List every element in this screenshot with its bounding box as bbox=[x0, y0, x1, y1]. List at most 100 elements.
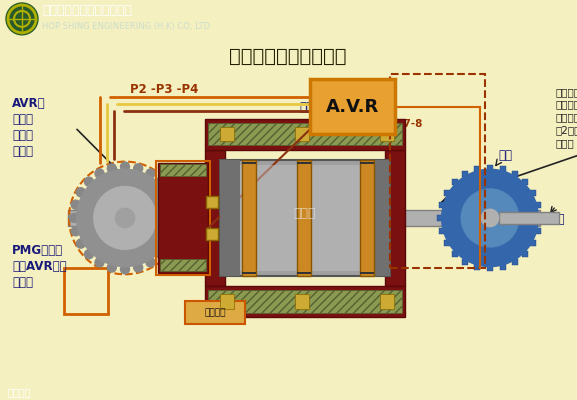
FancyBboxPatch shape bbox=[530, 190, 536, 196]
Circle shape bbox=[95, 169, 104, 178]
Circle shape bbox=[146, 258, 155, 267]
FancyBboxPatch shape bbox=[500, 264, 506, 270]
FancyBboxPatch shape bbox=[500, 166, 506, 172]
Circle shape bbox=[164, 188, 174, 197]
Circle shape bbox=[146, 169, 155, 178]
Circle shape bbox=[170, 227, 179, 236]
FancyBboxPatch shape bbox=[474, 264, 480, 270]
Circle shape bbox=[481, 209, 499, 227]
Text: 合成工程（香港）有限公司: 合成工程（香港）有限公司 bbox=[42, 4, 132, 18]
FancyBboxPatch shape bbox=[530, 240, 536, 246]
Circle shape bbox=[156, 177, 166, 186]
FancyBboxPatch shape bbox=[535, 202, 541, 208]
Bar bbox=[185, 302, 245, 324]
Circle shape bbox=[71, 200, 80, 209]
FancyBboxPatch shape bbox=[512, 171, 518, 177]
Text: 发电机基本结构和电路: 发电机基本结构和电路 bbox=[229, 48, 347, 66]
Bar bbox=[360, 162, 374, 164]
Bar bbox=[499, 212, 559, 224]
Circle shape bbox=[164, 239, 174, 248]
FancyBboxPatch shape bbox=[462, 171, 468, 177]
Circle shape bbox=[121, 162, 129, 171]
Bar bbox=[242, 272, 256, 274]
Bar bbox=[297, 272, 311, 274]
Bar bbox=[297, 162, 311, 164]
Bar bbox=[370, 160, 390, 276]
Bar bbox=[68, 210, 540, 226]
Text: 从主定子来
的交流电源
和传感信号
（2相或3相
感应）: 从主定子来 的交流电源 和传感信号 （2相或3相 感应） bbox=[556, 87, 577, 148]
Circle shape bbox=[107, 263, 117, 272]
Bar bbox=[64, 268, 108, 314]
Circle shape bbox=[84, 250, 93, 259]
Circle shape bbox=[76, 239, 85, 248]
Circle shape bbox=[134, 263, 143, 272]
Circle shape bbox=[134, 164, 143, 173]
Text: 主定子: 主定子 bbox=[299, 101, 320, 114]
Text: 励磁转子
和定子: 励磁转子 和定子 bbox=[170, 164, 194, 187]
Bar bbox=[205, 150, 225, 286]
Text: 6-7-8: 6-7-8 bbox=[393, 119, 423, 129]
Bar bbox=[295, 294, 309, 308]
FancyBboxPatch shape bbox=[535, 228, 541, 234]
Text: 轴承: 轴承 bbox=[498, 149, 512, 162]
Circle shape bbox=[95, 258, 104, 267]
Bar bbox=[240, 165, 370, 271]
FancyBboxPatch shape bbox=[452, 250, 458, 256]
Circle shape bbox=[94, 186, 156, 249]
Bar bbox=[220, 127, 234, 142]
FancyBboxPatch shape bbox=[522, 179, 529, 185]
FancyBboxPatch shape bbox=[452, 179, 458, 185]
Bar bbox=[208, 123, 402, 146]
Bar bbox=[156, 160, 210, 275]
FancyBboxPatch shape bbox=[437, 215, 443, 221]
Bar bbox=[295, 127, 309, 142]
FancyBboxPatch shape bbox=[462, 258, 468, 264]
Bar bbox=[208, 290, 402, 312]
FancyBboxPatch shape bbox=[439, 202, 445, 208]
Circle shape bbox=[69, 214, 78, 222]
Bar bbox=[220, 160, 240, 276]
Circle shape bbox=[461, 189, 519, 247]
Bar bbox=[360, 160, 374, 276]
Circle shape bbox=[170, 200, 179, 209]
Bar bbox=[390, 74, 485, 268]
Circle shape bbox=[171, 214, 181, 222]
Bar bbox=[380, 127, 394, 142]
Circle shape bbox=[121, 265, 129, 274]
Text: 整流模块: 整流模块 bbox=[204, 308, 226, 317]
Bar bbox=[160, 164, 206, 176]
FancyBboxPatch shape bbox=[487, 265, 493, 271]
Bar bbox=[205, 119, 405, 150]
FancyBboxPatch shape bbox=[444, 240, 449, 246]
FancyBboxPatch shape bbox=[512, 258, 518, 264]
Text: PMG提供电
源给AVR（安
装时）: PMG提供电 源给AVR（安 装时） bbox=[12, 244, 66, 289]
Bar bbox=[310, 79, 395, 134]
FancyBboxPatch shape bbox=[522, 250, 529, 256]
Text: AVR输
出直流
电给励
磁定子: AVR输 出直流 电给励 磁定子 bbox=[12, 97, 46, 158]
Bar bbox=[205, 286, 405, 316]
Bar bbox=[160, 259, 206, 271]
Circle shape bbox=[71, 227, 80, 236]
FancyBboxPatch shape bbox=[487, 165, 493, 171]
Bar bbox=[220, 294, 234, 308]
Bar bbox=[158, 162, 208, 273]
Text: A.V.R: A.V.R bbox=[326, 98, 379, 116]
Circle shape bbox=[115, 208, 134, 228]
Bar bbox=[242, 160, 256, 276]
Bar bbox=[380, 294, 394, 308]
Bar bbox=[385, 150, 405, 286]
Text: X+ (F1): X+ (F1) bbox=[148, 218, 192, 228]
Bar bbox=[206, 196, 218, 208]
Bar bbox=[220, 160, 390, 276]
Circle shape bbox=[77, 170, 173, 266]
Circle shape bbox=[6, 3, 38, 35]
FancyBboxPatch shape bbox=[444, 190, 449, 196]
Circle shape bbox=[442, 170, 538, 266]
Circle shape bbox=[156, 250, 166, 259]
FancyBboxPatch shape bbox=[474, 166, 480, 172]
Text: XX- (F2): XX- (F2) bbox=[159, 193, 205, 203]
Bar bbox=[297, 160, 311, 276]
FancyBboxPatch shape bbox=[537, 215, 543, 221]
Text: P2 -P3 -P4: P2 -P3 -P4 bbox=[130, 83, 198, 96]
Circle shape bbox=[84, 177, 93, 186]
